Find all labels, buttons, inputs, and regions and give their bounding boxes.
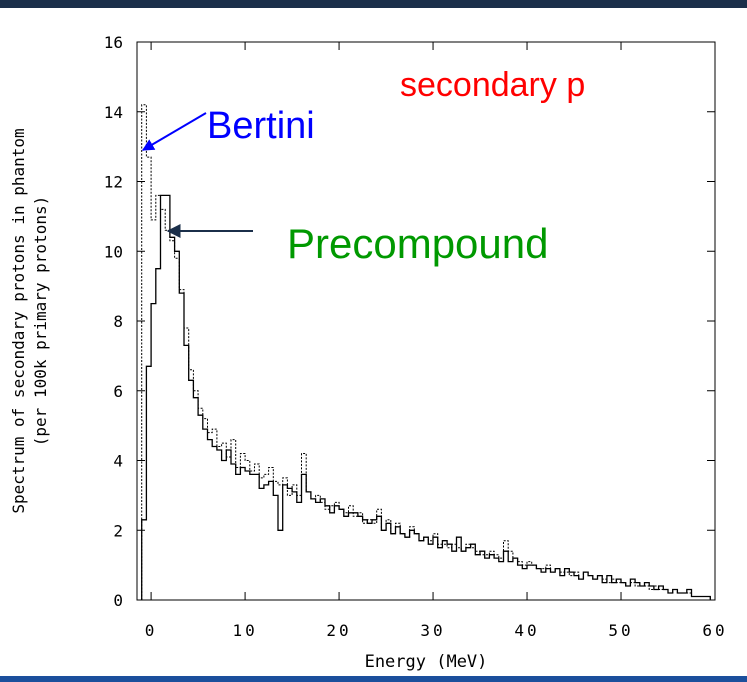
x-tick-label: 0: [145, 621, 158, 640]
x-tick-label: 50: [608, 621, 633, 640]
y-axis-label: Spectrum of secondary protons in phantom: [9, 128, 28, 513]
y-axis-label-secondary: (per 100k primary protons): [31, 196, 50, 446]
y-tick-label: 0: [113, 591, 123, 610]
y-tick-label: 4: [113, 452, 123, 471]
x-axis-label: Energy (MeV): [365, 652, 488, 672]
y-tick-label: 2: [113, 521, 123, 540]
x-tick-label: 40: [514, 621, 539, 640]
annotation-bertini: Bertini: [207, 105, 315, 147]
series-bertini-line: [141, 104, 711, 600]
y-tick-label: 14: [104, 103, 123, 122]
annotation-precompound: Precompound: [287, 220, 549, 267]
x-tick-label: 60: [702, 621, 727, 640]
y-tick-label: 12: [104, 173, 123, 192]
x-axis: 0 10 20 30 40 50 60: [145, 42, 727, 640]
x-tick-label: 20: [326, 621, 351, 640]
bottom-bar: [0, 676, 747, 682]
x-tick-label: 10: [232, 621, 257, 640]
y-tick-label: 16: [104, 33, 123, 52]
annotation-secondary-p: secondary p: [400, 66, 585, 104]
top-bar: [0, 0, 747, 8]
y-tick-label: 10: [104, 242, 123, 261]
x-tick-label: 30: [420, 621, 445, 640]
y-axis: 0 2 4 6 8 10 12 14 16: [104, 33, 715, 610]
y-tick-label: 8: [113, 312, 123, 331]
y-tick-label: 6: [113, 382, 123, 401]
bertini-arrow: [141, 112, 207, 151]
